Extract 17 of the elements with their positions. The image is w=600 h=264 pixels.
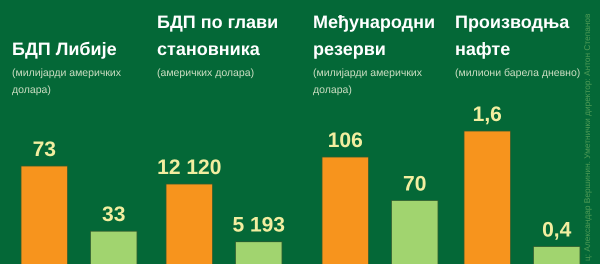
data-label: 0,4 bbox=[542, 218, 572, 242]
data-label: 106 bbox=[328, 129, 363, 152]
data-label: 5 193 bbox=[232, 214, 286, 237]
data-label: 1,6 bbox=[472, 103, 502, 126]
data-label: 12 120 bbox=[157, 156, 222, 179]
chart-title: БДП по глави становника bbox=[157, 12, 278, 59]
chart-title: Међународни резерви bbox=[313, 12, 436, 59]
chart-subtitle: (милијарди америчких долара) bbox=[12, 67, 122, 96]
data-label: 70 bbox=[403, 172, 426, 196]
chart-title: БДП Либије bbox=[12, 39, 117, 59]
data-label: 33 bbox=[102, 203, 126, 226]
chart-subtitle: (милијарди америчких долара) bbox=[313, 67, 423, 96]
chart-title: Производња нафте bbox=[455, 12, 570, 59]
chart-subtitle: (америчких долара) bbox=[157, 67, 254, 79]
data-label: 73 bbox=[32, 138, 56, 161]
annotation: ц: Александар Вершинин. Уметнички директор: Антон Степанов bbox=[582, 12, 592, 261]
chart-subtitle: (милиони барела дневно) bbox=[455, 67, 580, 79]
